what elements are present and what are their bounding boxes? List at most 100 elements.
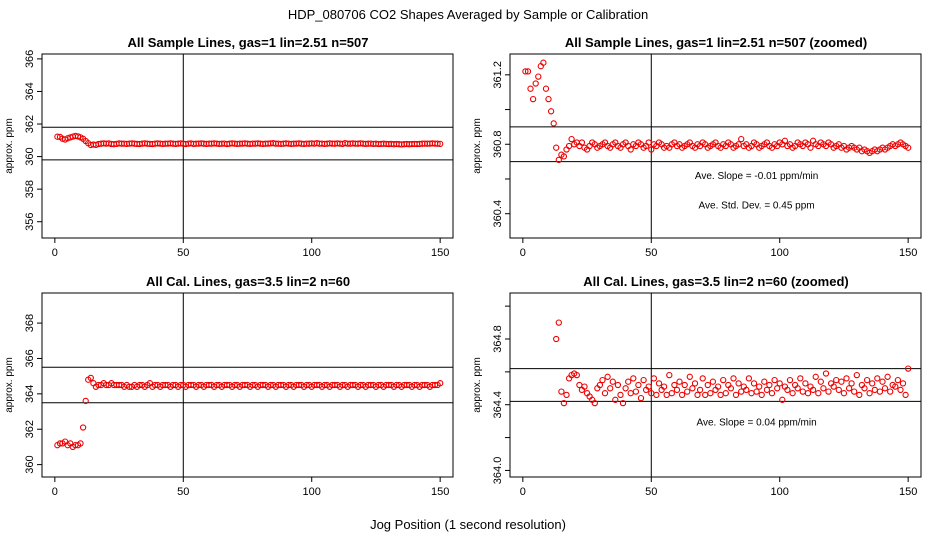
data-point <box>259 381 267 389</box>
y-tick-label: 362 <box>24 420 36 438</box>
data-point <box>82 397 89 405</box>
data-point <box>738 388 745 395</box>
x-tick-label: 100 <box>303 486 321 498</box>
y-tick-label: 362 <box>24 115 36 133</box>
data-point <box>830 383 837 390</box>
x-tick-label: 100 <box>771 486 789 498</box>
stat-annotation: Ave. Slope = 0.04 ppm/min <box>697 417 817 428</box>
data-point <box>750 380 758 387</box>
data-point <box>650 375 658 382</box>
y-tick-label: 360 <box>24 147 36 165</box>
data-point <box>666 371 673 379</box>
data-point <box>614 381 622 389</box>
x-tick-label: 0 <box>52 486 58 498</box>
data-point <box>887 388 894 395</box>
data-point <box>681 381 688 389</box>
stat-annotation: Ave. Slope = -0.01 ppm/min <box>695 171 819 182</box>
data-point <box>815 390 822 397</box>
data-point <box>558 388 565 395</box>
data-point <box>151 381 159 389</box>
data-point <box>797 375 804 382</box>
data-point <box>555 156 562 164</box>
data-point <box>774 385 781 392</box>
y-axis-label: approx. ppm <box>472 118 483 174</box>
data-point <box>630 375 637 382</box>
data-point <box>671 381 678 389</box>
x-tick-label: 100 <box>303 247 321 259</box>
data-point <box>879 378 886 385</box>
data-point <box>249 381 256 389</box>
data-point <box>645 139 652 146</box>
data-point <box>87 374 94 382</box>
data-point <box>431 381 439 389</box>
data-point <box>863 376 871 384</box>
data-point <box>753 388 760 395</box>
data-point <box>532 80 539 87</box>
data-point <box>789 390 796 397</box>
data-point <box>103 381 110 389</box>
data-point <box>686 373 693 380</box>
data-point <box>892 383 899 390</box>
panel-sample-lines-zoomed: All Sample Lines, gas=1 lin=2.51 n=507 (… <box>472 35 922 259</box>
data-point <box>563 391 570 399</box>
data-point <box>848 380 855 387</box>
data-point <box>714 383 722 390</box>
x-tick-label: 0 <box>52 247 58 259</box>
data-point <box>627 390 634 397</box>
panel-title: All Sample Lines, gas=1 lin=2.51 n=507 <box>128 35 369 50</box>
data-point <box>853 371 860 379</box>
y-tick-label: 368 <box>24 314 36 332</box>
data-point <box>691 380 699 387</box>
x-tick-label: 50 <box>177 486 189 498</box>
data-point <box>331 381 338 389</box>
data-point <box>267 381 274 389</box>
data-point <box>884 373 891 380</box>
x-tick-label: 0 <box>520 486 526 498</box>
data-point <box>678 391 686 399</box>
figure-title: HDP_080706 CO2 Shapes Averaged by Sample… <box>288 7 648 22</box>
data-point <box>894 376 902 384</box>
data-point <box>241 381 249 389</box>
data-point <box>856 391 863 399</box>
data-point <box>663 391 670 399</box>
data-point <box>339 381 346 389</box>
data-point <box>660 383 668 390</box>
data-point <box>696 386 704 394</box>
data-point <box>568 135 575 143</box>
data-point <box>434 140 441 147</box>
data-point <box>542 85 550 92</box>
data-point <box>555 319 562 326</box>
data-point <box>768 390 776 397</box>
data-point <box>871 386 878 394</box>
data-point <box>820 385 827 392</box>
data-point <box>881 385 889 392</box>
panel-cal-lines-zoomed: All Cal. Lines, gas=3.5 lin=2 n=60 (zoom… <box>472 274 922 498</box>
x-tick-label: 50 <box>645 247 657 259</box>
data-point <box>707 390 714 397</box>
y-axis-label: approx. ppm <box>4 357 15 413</box>
data-point <box>851 388 858 395</box>
data-point <box>702 391 709 399</box>
panel-sample-lines: All Sample Lines, gas=1 lin=2.51 n=507 a… <box>4 35 454 259</box>
plot-frame <box>41 53 454 239</box>
y-tick-label: 358 <box>24 180 36 198</box>
panel-title: All Cal. Lines, gas=3.5 lin=2 n=60 (zoom… <box>583 274 849 289</box>
data-point <box>136 381 143 389</box>
data-point <box>648 146 655 153</box>
data-point <box>812 373 819 380</box>
data-point <box>560 153 568 160</box>
data-point <box>604 373 611 380</box>
plot-frame <box>509 292 922 478</box>
y-tick-label: 366 <box>24 349 36 367</box>
plot-frame <box>509 53 922 239</box>
data-point <box>835 386 842 394</box>
data-point <box>576 381 583 389</box>
data-point <box>545 95 552 103</box>
y-tick-label: 364.4 <box>492 391 504 419</box>
data-point <box>874 375 881 382</box>
y-tick-label: 364 <box>24 385 36 403</box>
data-point <box>547 108 555 115</box>
data-point <box>77 440 84 447</box>
data-point <box>743 386 750 394</box>
data-point <box>591 399 598 407</box>
